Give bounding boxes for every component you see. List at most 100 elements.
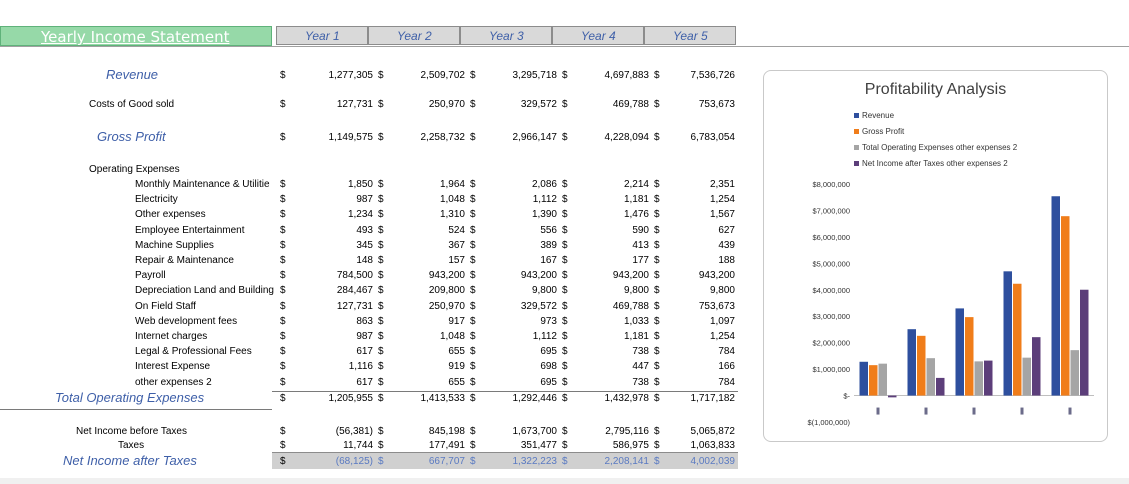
opex-row-value[interactable]: 9,800 (531, 285, 557, 296)
opex-row-value[interactable]: 943,200 (428, 270, 465, 281)
opex-row-value[interactable]: 1,181 (623, 331, 649, 342)
opex-row-value[interactable]: 166 (718, 361, 735, 372)
opex-row-value[interactable]: 367 (448, 240, 465, 251)
niat-row-value[interactable]: 4,002,039 (690, 456, 736, 467)
revenue-row-value[interactable]: 7,536,726 (690, 70, 736, 81)
opex-row-value[interactable]: 863 (356, 316, 373, 327)
opex-row-value[interactable]: 1,234 (347, 209, 373, 220)
chart-bar[interactable] (1003, 271, 1013, 396)
profitability-chart[interactable]: Profitability Analysis Revenue Gross Prof… (763, 70, 1108, 442)
opex-row-value[interactable]: 917 (448, 316, 465, 327)
opex-row-value[interactable]: 655 (448, 377, 465, 388)
opex-row-value[interactable]: 9,800 (709, 285, 735, 296)
opex-row-value[interactable]: 987 (356, 194, 373, 205)
sheet-title-cell[interactable]: Yearly Income Statement (0, 26, 272, 46)
year-header-2[interactable]: Year 2 (368, 26, 460, 45)
niat-row-value[interactable]: 667,707 (428, 456, 465, 467)
opex-row-value[interactable]: 1,850 (347, 179, 373, 190)
opex-row-value[interactable]: 284,467 (336, 285, 373, 296)
chart-bar[interactable] (878, 363, 888, 396)
opex-row-value[interactable]: 469,788 (612, 301, 649, 312)
opex-row-value[interactable]: 148 (356, 255, 373, 266)
chart-bar[interactable] (888, 395, 897, 398)
gross-profit-row-value[interactable]: 6,783,054 (690, 132, 736, 143)
nibt-row-value[interactable]: 1,673,700 (512, 426, 558, 437)
opex-row-value[interactable]: 556 (540, 225, 557, 236)
opex-row-value[interactable]: 919 (448, 361, 465, 372)
revenue-row-value[interactable]: 2,509,702 (420, 70, 466, 81)
chart-bar[interactable] (974, 361, 984, 396)
taxes-row-value[interactable]: 1,063,833 (690, 440, 736, 451)
opex-row-value[interactable]: 1,181 (623, 194, 649, 205)
opex-row-value[interactable]: 943,200 (698, 270, 735, 281)
total-opex-row-value[interactable]: 1,717,182 (690, 393, 736, 404)
gross-profit-row-value[interactable]: 1,149,575 (328, 132, 374, 143)
opex-row-value[interactable]: 695 (540, 346, 557, 357)
opex-row-value[interactable]: 738 (632, 377, 649, 388)
cogs-row-value[interactable]: 329,572 (520, 99, 557, 110)
total-opex-row-value[interactable]: 1,432,978 (604, 393, 650, 404)
opex-row-value[interactable]: 209,800 (428, 285, 465, 296)
opex-row-value[interactable]: 413 (632, 240, 649, 251)
opex-row-value[interactable]: 2,086 (531, 179, 557, 190)
opex-row-value[interactable]: 1,112 (532, 194, 557, 205)
opex-row-value[interactable]: 524 (448, 225, 465, 236)
gross-profit-row-value[interactable]: 2,966,147 (512, 132, 558, 143)
opex-row-value[interactable]: 250,970 (428, 301, 465, 312)
opex-row-value[interactable]: 389 (540, 240, 557, 251)
nibt-row-value[interactable]: 2,795,116 (605, 426, 649, 437)
cogs-row-value[interactable]: 469,788 (612, 99, 649, 110)
opex-row-value[interactable]: 695 (540, 377, 557, 388)
chart-bar[interactable] (955, 308, 965, 396)
opex-row-value[interactable]: 167 (540, 255, 557, 266)
chart-bar[interactable] (1080, 289, 1089, 396)
opex-row-value[interactable]: 1,112 (532, 331, 557, 342)
opex-row-value[interactable]: 784,500 (336, 270, 373, 281)
opex-row-value[interactable]: 439 (718, 240, 735, 251)
niat-row-value[interactable]: (68,125) (335, 456, 373, 467)
opex-row-value[interactable]: 157 (448, 255, 465, 266)
year-header-5[interactable]: Year 5 (644, 26, 736, 45)
taxes-row-value[interactable]: 351,477 (520, 440, 557, 451)
chart-bar[interactable] (1070, 350, 1080, 396)
opex-row-value[interactable]: 943,200 (612, 270, 649, 281)
opex-row-value[interactable]: 655 (448, 346, 465, 357)
cogs-row-value[interactable]: 250,970 (428, 99, 465, 110)
opex-row-value[interactable]: 943,200 (520, 270, 557, 281)
cogs-row-value[interactable]: 127,731 (336, 99, 373, 110)
gross-profit-row-value[interactable]: 4,228,094 (604, 132, 650, 143)
opex-row-value[interactable]: 1,254 (709, 331, 735, 342)
chart-bar[interactable] (859, 361, 869, 396)
total-opex-row-value[interactable]: 1,413,533 (420, 393, 466, 404)
opex-row-value[interactable]: 1,033 (623, 316, 649, 327)
revenue-row-value[interactable]: 4,697,883 (604, 70, 650, 81)
opex-row-value[interactable]: 1,097 (709, 316, 735, 327)
opex-row-value[interactable]: 1,567 (709, 209, 735, 220)
nibt-row-value[interactable]: 5,065,872 (690, 426, 736, 437)
opex-row-value[interactable]: 127,731 (336, 301, 373, 312)
opex-row-value[interactable]: 447 (632, 361, 649, 372)
chart-bar[interactable] (965, 317, 974, 396)
niat-row-value[interactable]: 2,208,141 (604, 456, 650, 467)
revenue-row-value[interactable]: 3,295,718 (512, 70, 558, 81)
opex-row-value[interactable]: 987 (356, 331, 373, 342)
opex-row-value[interactable]: 2,351 (709, 179, 735, 190)
opex-row-value[interactable]: 329,572 (520, 301, 557, 312)
opex-row-value[interactable]: 1,390 (531, 209, 557, 220)
taxes-row-value[interactable]: 11,744 (343, 440, 373, 451)
chart-bar[interactable] (917, 335, 926, 396)
nibt-row-value[interactable]: 845,198 (428, 426, 465, 437)
chart-bar[interactable] (936, 377, 945, 396)
opex-row-value[interactable]: 784 (718, 346, 735, 357)
opex-row-value[interactable]: 1,048 (439, 331, 465, 342)
total-opex-row-value[interactable]: 1,205,955 (328, 393, 374, 404)
opex-row-value[interactable]: 617 (356, 377, 373, 388)
opex-row-value[interactable]: 1,116 (348, 361, 373, 372)
opex-row-value[interactable]: 627 (718, 225, 735, 236)
revenue-row-value[interactable]: 1,277,305 (328, 70, 374, 81)
opex-row-value[interactable]: 2,214 (623, 179, 649, 190)
opex-row-value[interactable]: 1,964 (439, 179, 465, 190)
opex-row-value[interactable]: 177 (632, 255, 649, 266)
opex-row-value[interactable]: 698 (540, 361, 557, 372)
chart-bar[interactable] (1022, 357, 1032, 396)
